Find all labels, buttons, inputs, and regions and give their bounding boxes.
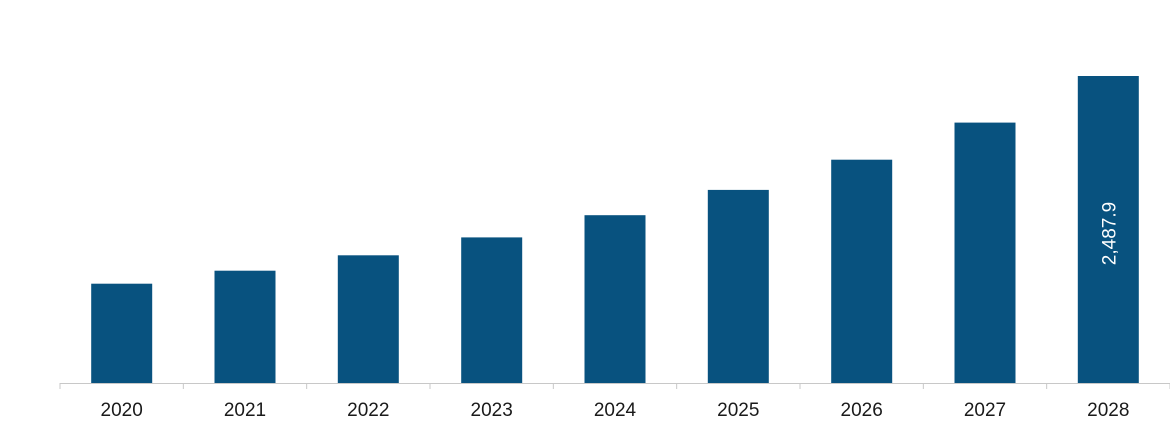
- data-label-2028: 2,487.9: [1099, 202, 1120, 265]
- x-tick-label-2025: 2025: [717, 400, 759, 421]
- x-tick-label-2021: 2021: [224, 400, 266, 421]
- x-tick-label-2027: 2027: [964, 400, 1006, 421]
- bars-group: [91, 76, 1139, 383]
- bar-2022: [337, 255, 399, 383]
- bar-2020: [91, 283, 153, 383]
- x-tick-label-2026: 2026: [841, 400, 883, 421]
- x-tick-label-2024: 2024: [594, 400, 637, 421]
- x-tick-label-2022: 2022: [347, 400, 389, 421]
- bar-2024: [584, 215, 646, 383]
- x-axis: [59, 383, 1170, 389]
- bar-2025: [707, 189, 769, 383]
- bar-2027: [954, 122, 1016, 383]
- data-labels: 2,487.9: [1099, 202, 1120, 265]
- bar-2026: [831, 159, 893, 383]
- x-tick-label-2023: 2023: [471, 400, 513, 421]
- bar-2021: [214, 270, 276, 383]
- x-tick-label-2020: 2020: [101, 400, 143, 421]
- bar-2023: [461, 237, 523, 383]
- x-tick-label-2028: 2028: [1087, 400, 1129, 421]
- bar-2028: [1077, 76, 1139, 383]
- x-tick-labels: 2020 2021 2022 2023 2024 2025 2026 2027 2028: [101, 400, 1130, 421]
